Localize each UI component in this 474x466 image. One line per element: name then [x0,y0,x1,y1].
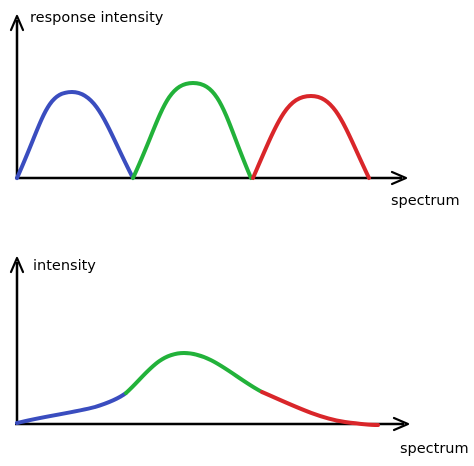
red-segment [260,390,380,427]
green-response-curve [131,80,253,180]
bottom-y-axis-arrowhead [9,256,25,274]
top-x-axis-label: spectrum [391,193,460,209]
top-panel: response intensity spectrum [9,10,460,209]
bottom-x-axis-label: spectrum [400,441,469,457]
top-x-axis-arrowhead [390,170,408,186]
bottom-x-axis-arrowhead [392,416,410,432]
bottom-panel: intensity spectrum [9,256,469,457]
blue-segment [15,391,128,425]
green-segment [124,350,264,395]
top-y-axis-arrowhead [9,14,25,32]
top-y-axis-label: response intensity [30,10,164,26]
blue-response-curve [15,89,135,180]
bottom-y-axis-label: intensity [33,258,96,274]
red-response-curve [251,93,371,180]
